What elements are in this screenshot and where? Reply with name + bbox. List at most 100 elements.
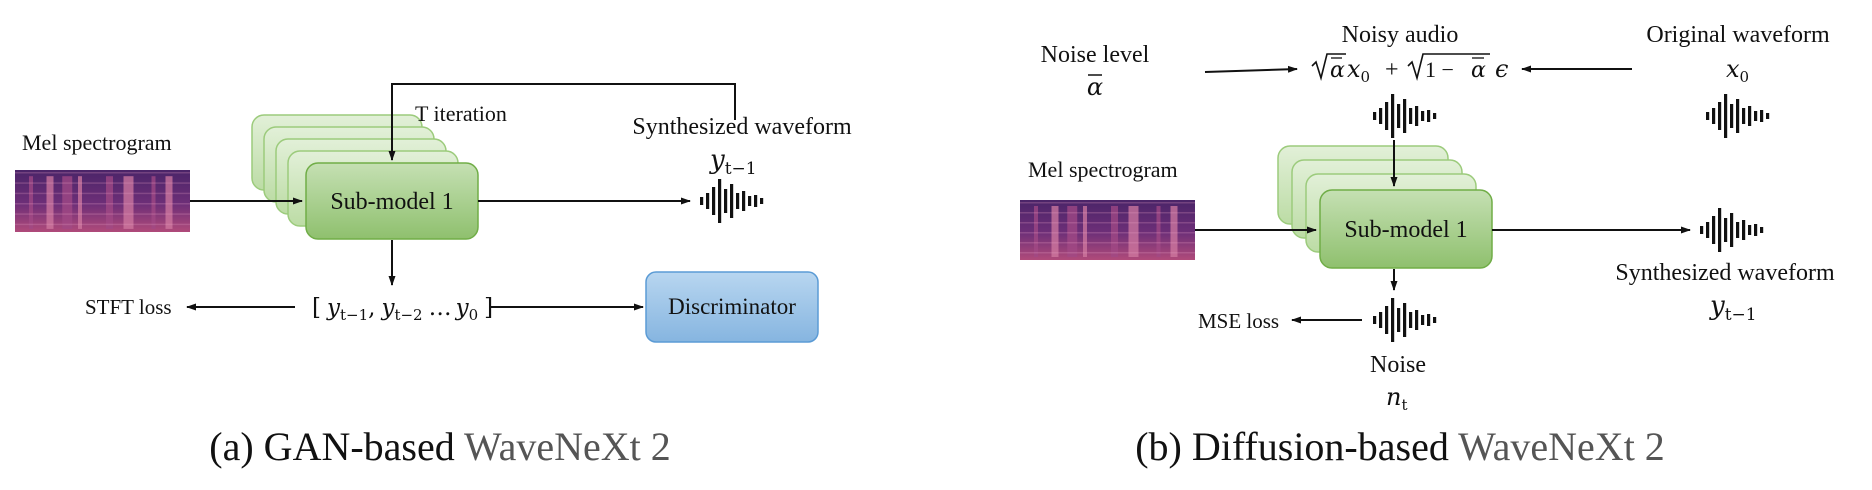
panel-b-original-symbol: x0 <box>1726 55 1749 86</box>
spectrogram-line <box>15 182 190 184</box>
waveform-bar <box>1706 112 1710 120</box>
spectrogram-line <box>15 192 190 195</box>
svg-text:x0: x0 <box>1347 55 1370 86</box>
spectrogram-band <box>1156 206 1161 257</box>
waveform-bar <box>700 197 704 205</box>
spectrogram-band <box>1170 206 1178 257</box>
spectrogram-band <box>62 176 73 229</box>
waveform-bar <box>1724 94 1728 138</box>
panel-a-stft-loss-label: STFT loss <box>85 295 172 319</box>
panel-b-mse-loss-label: MSE loss <box>1198 309 1279 333</box>
panel-a-iteration-label: T iteration <box>415 101 507 126</box>
panel-b: Noise level α Noisy audio α x0 + 1 − α ϵ… <box>1020 22 1835 469</box>
waveform-bar <box>1748 225 1752 235</box>
waveform-bar <box>1748 106 1752 126</box>
waveform-bar <box>1397 104 1401 128</box>
waveform-bar <box>1421 315 1425 325</box>
spectrogram-line <box>1020 212 1195 214</box>
waveform-bar <box>1373 112 1377 120</box>
svg-text:α: α <box>1087 73 1103 101</box>
panel-a-discriminator-label: Discriminator <box>668 294 796 319</box>
spectrogram-line <box>1020 252 1195 254</box>
waveform-bar <box>1760 110 1764 122</box>
panel-b-noisy-formula: α x0 + 1 − α ϵ <box>1311 53 1508 86</box>
panel-b-submodel-label: Sub-model 1 <box>1344 217 1467 243</box>
waveform-bar <box>1766 113 1770 119</box>
waveform-bar <box>1433 113 1437 119</box>
waveform-bar <box>1730 213 1734 247</box>
waveform-bar <box>1427 314 1431 326</box>
waveform-bar <box>1397 308 1401 332</box>
waveform-bar <box>1724 218 1728 242</box>
waveform-bar <box>1373 316 1377 324</box>
waveform-bar <box>1403 99 1407 133</box>
waveform-bar <box>1712 216 1716 244</box>
panel-b-arrow-noise-level <box>1204 65 1298 73</box>
waveform-bar <box>1427 110 1431 122</box>
waveform-bar <box>1742 220 1746 240</box>
waveform-bar <box>1736 99 1740 133</box>
waveform-bar <box>712 187 716 215</box>
spectrogram-line <box>1020 202 1195 204</box>
waveform-bar <box>754 195 758 207</box>
waveform-bar <box>1379 312 1383 328</box>
panel-b-noise-level-symbol: α <box>1087 73 1103 101</box>
spectrogram-band <box>151 176 156 229</box>
waveform-bar <box>1700 226 1704 234</box>
spectrogram-band <box>1067 206 1078 257</box>
waveform-bar <box>1718 208 1722 252</box>
spectrogram-band <box>1128 206 1139 257</box>
waveform-bar <box>736 193 740 209</box>
panel-b-noise-label: Noise <box>1370 352 1426 378</box>
svg-text:ϵ: ϵ <box>1495 55 1508 83</box>
spectrogram-line <box>1020 232 1195 234</box>
waveform-bar <box>730 184 734 218</box>
spectrogram-line <box>1020 242 1195 244</box>
panel-b-original-label: Original waveform <box>1646 22 1830 48</box>
panel-b-mel-spectrogram <box>1020 200 1195 260</box>
spectrogram-band <box>1034 206 1038 257</box>
waveform-bar <box>706 193 710 209</box>
waveform-bar <box>1385 102 1389 130</box>
spectrogram-band <box>123 176 134 229</box>
svg-text:α: α <box>1330 58 1345 83</box>
panel-a-mel-spectrogram <box>15 170 190 232</box>
waveform-bar <box>1730 104 1734 128</box>
panel-a-output-sequence: [yt−1, yt−2… y0] <box>312 295 493 324</box>
panel-b-noisy-waveform <box>1373 94 1437 138</box>
svg-text:α: α <box>1471 58 1486 83</box>
spectrogram-band <box>165 176 173 229</box>
svg-text:1 −: 1 − <box>1425 57 1454 82</box>
waveform-bar <box>1718 102 1722 130</box>
panel-a-output-symbol: yt−1 <box>709 145 757 179</box>
waveform-bar <box>1409 312 1413 328</box>
spectrogram-band <box>1083 206 1087 257</box>
panel-b-caption: (b) Diffusion-based WaveNeXt 2 <box>1135 424 1665 469</box>
spectrogram-band <box>29 176 33 229</box>
panel-a-output-waveform <box>700 179 764 223</box>
waveform-bar <box>718 179 722 223</box>
panel-b-original-waveform <box>1706 94 1770 138</box>
panel-b-noise-symbol: nt <box>1386 383 1408 414</box>
spectrogram-band <box>1051 206 1059 257</box>
panel-b-noisy-audio-label: Noisy audio <box>1342 22 1459 48</box>
spectrogram-band <box>46 176 54 229</box>
spectrogram-band <box>106 176 113 229</box>
waveform-bar <box>1403 303 1407 337</box>
panel-a-caption: (a) GAN-based WaveNeXt 2 <box>209 424 670 469</box>
waveform-bar <box>1754 224 1758 236</box>
spectrogram-line <box>15 172 190 174</box>
panel-a: Mel spectrogram Sub-model 1 T iteration … <box>15 83 852 469</box>
waveform-bar <box>1391 298 1395 342</box>
waveform-bar <box>1391 94 1395 138</box>
spectrogram-line <box>15 213 190 215</box>
spectrogram-line <box>15 223 190 226</box>
panel-b-noise-waveform <box>1373 298 1437 342</box>
waveform-bar <box>724 189 728 213</box>
waveform-bar <box>1385 306 1389 334</box>
waveform-bar <box>1379 108 1383 124</box>
waveform-bar <box>742 191 746 211</box>
waveform-bar <box>1706 222 1710 238</box>
panel-a-feedback-loop <box>388 83 736 161</box>
